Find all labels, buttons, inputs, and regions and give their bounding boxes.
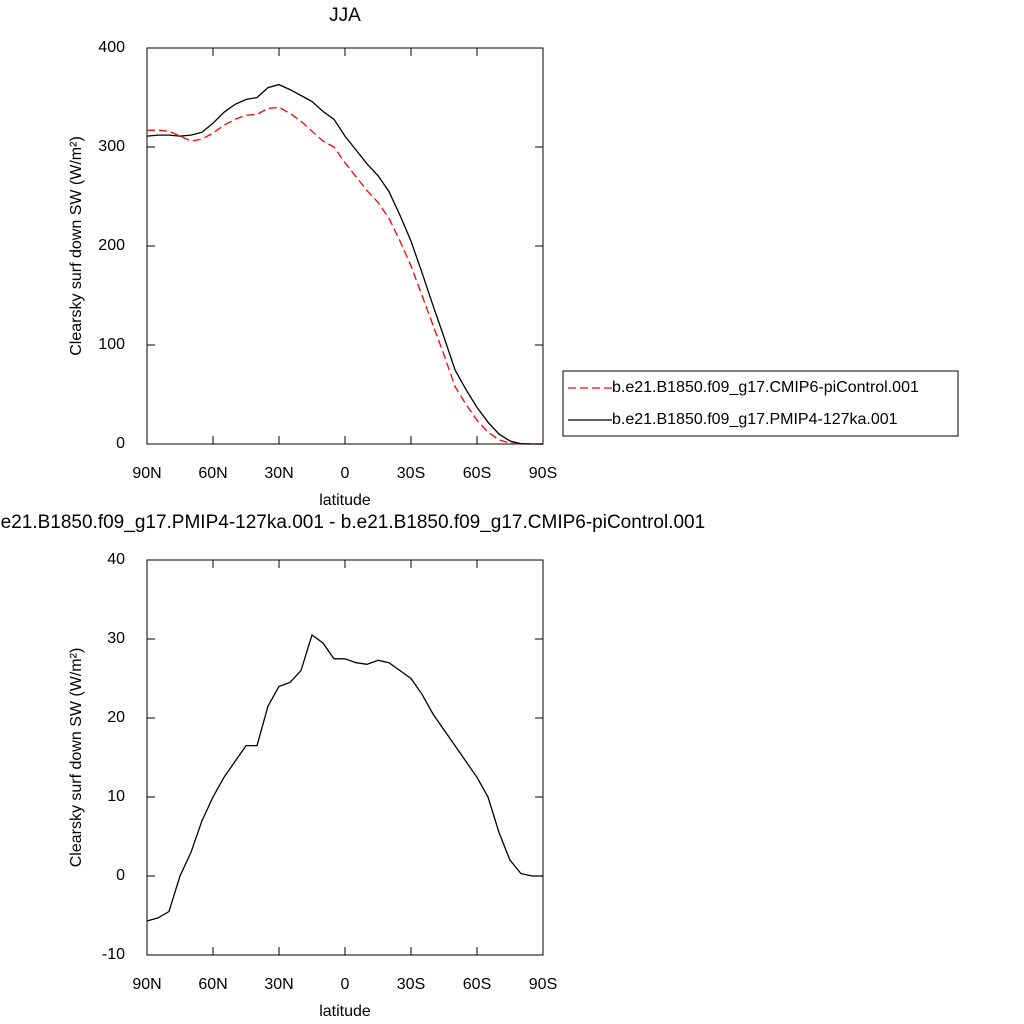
x-tick-label: 30N bbox=[264, 465, 293, 482]
plot-frame bbox=[146, 47, 544, 445]
y-tick-label: 40 bbox=[107, 551, 125, 568]
x-tick-label: 30S bbox=[397, 465, 425, 482]
x-tick-label: 90N bbox=[132, 976, 161, 993]
x-tick-label: 90S bbox=[529, 465, 557, 482]
x-tick-label: 90S bbox=[529, 976, 557, 993]
legend: b.e21.B1850.f09_g17.CMIP6-piControl.001b… bbox=[562, 370, 959, 437]
x-tick-label: 0 bbox=[341, 976, 350, 993]
chart-title: JJA bbox=[329, 5, 361, 26]
y-axis-label: Clearsky surf down SW (W/m²) bbox=[68, 648, 85, 868]
x-tick-label: 60S bbox=[463, 976, 491, 993]
x-tick-label: 30S bbox=[397, 976, 425, 993]
y-tick-label: 10 bbox=[107, 788, 125, 805]
x-tick-label: 60N bbox=[198, 976, 227, 993]
y-tick-label: 100 bbox=[98, 336, 125, 353]
y-tick-label: 20 bbox=[107, 709, 125, 726]
plot-frame bbox=[146, 559, 544, 956]
data-line bbox=[146, 633, 543, 922]
y-tick-label: -10 bbox=[102, 946, 125, 963]
y-tick-label: 300 bbox=[98, 138, 125, 155]
y-tick-label: 30 bbox=[107, 630, 125, 647]
x-tick-label: 60S bbox=[463, 465, 491, 482]
data-line bbox=[146, 83, 543, 445]
x-axis-label: latitude bbox=[319, 1003, 371, 1020]
legend-label: b.e21.B1850.f09_g17.PMIP4-127ka.001 bbox=[612, 411, 898, 428]
y-tick-label: 0 bbox=[116, 867, 125, 884]
y-tick-label: 0 bbox=[116, 435, 125, 452]
x-axis-label: latitude bbox=[319, 492, 371, 509]
x-tick-label: 60N bbox=[198, 465, 227, 482]
y-tick-label: 200 bbox=[98, 237, 125, 254]
x-tick-label: 0 bbox=[341, 465, 350, 482]
data-line bbox=[147, 106, 543, 445]
y-tick-label: 400 bbox=[98, 39, 125, 56]
legend-label: b.e21.B1850.f09_g17.CMIP6-piControl.001 bbox=[612, 379, 919, 396]
x-tick-label: 90N bbox=[132, 465, 161, 482]
legend-box bbox=[562, 370, 959, 437]
x-tick-label: 30N bbox=[264, 976, 293, 993]
chart-title: b.e21.B1850.f09_g17.PMIP4-127ka.001 - b.… bbox=[0, 512, 705, 533]
y-axis-label: Clearsky surf down SW (W/m²) bbox=[68, 136, 85, 356]
